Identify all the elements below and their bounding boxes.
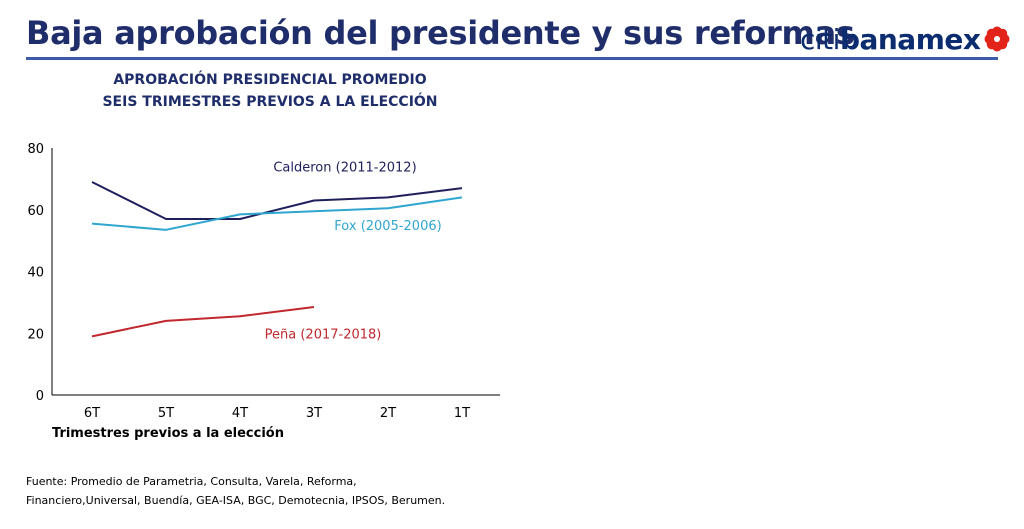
x-tick-label: 1T xyxy=(454,406,470,420)
y-tick-label: 60 xyxy=(27,204,44,219)
banamex-flower-icon xyxy=(984,26,1010,52)
y-tick-labels: 0 20 40 60 80 xyxy=(27,142,44,404)
title-divider xyxy=(26,57,998,60)
y-tick-label: 80 xyxy=(27,142,44,157)
x-tick-label: 2T xyxy=(380,406,396,420)
logo-text-banamex: banamex xyxy=(839,22,981,56)
series-lines xyxy=(91,181,463,338)
series-label: Peña (2017-2018) xyxy=(265,327,382,342)
chart-title-line-1: APROBACIÓN PRESIDENCIAL PROMEDIO xyxy=(113,72,427,88)
x-tick-labels: 6T 5T 4T 3T 2T 1T xyxy=(84,406,470,420)
logo-text-citi: citi xyxy=(800,22,840,56)
x-tick-label: 5T xyxy=(158,406,174,420)
slide-title: Baja aprobación del presidente y sus ref… xyxy=(26,14,855,52)
series-line xyxy=(91,306,315,338)
series-label: Calderon (2011-2012) xyxy=(273,161,416,176)
y-tick-label: 0 xyxy=(36,389,44,404)
source-note-line-2: Financiero,Universal, Buendía, GEA-ISA, … xyxy=(26,494,446,507)
source-note-line-1: Fuente: Promedio de Parametria, Consulta… xyxy=(26,475,357,488)
series-label: Fox (2005-2006) xyxy=(334,219,441,234)
chart-title-line-2: SEIS TRIMESTRES PREVIOS A LA ELECCIÓN xyxy=(102,94,438,110)
x-tick-label: 4T xyxy=(232,406,248,420)
series-line xyxy=(91,196,463,231)
x-tick-label: 6T xyxy=(84,406,100,420)
line-chart: 0 20 40 60 80 6T 5T 4T 3T 2T 1T Calderon (2011-20… xyxy=(27,142,500,420)
citibanamex-logo: citi banamex xyxy=(800,22,1011,56)
chart-axes xyxy=(51,148,500,396)
series-line xyxy=(91,181,463,221)
x-tick-label: 3T xyxy=(306,406,322,420)
y-tick-label: 20 xyxy=(27,327,44,342)
y-tick-label: 40 xyxy=(27,266,44,281)
x-axis-label: Trimestres previos a la elección xyxy=(52,426,284,441)
series-labels: Calderon (2011-2012) Fox (2005-2006) Peña … xyxy=(265,161,442,343)
